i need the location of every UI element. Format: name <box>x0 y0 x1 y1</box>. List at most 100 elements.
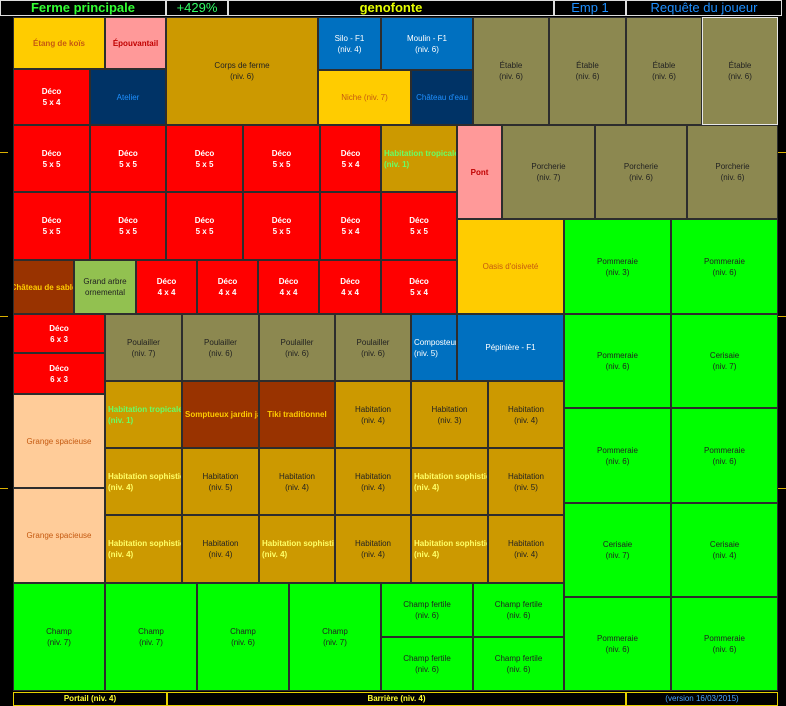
tile-deco[interactable]: Déco 4 x 4 <box>197 260 258 314</box>
tile-spacious-barn[interactable]: Grange spacieuse <box>13 488 105 583</box>
tile-sublabel: (niv. 4) <box>108 550 134 559</box>
edge-tick <box>0 488 8 489</box>
tile-composter[interactable]: Composteur (niv. 5) <box>411 314 457 381</box>
tile-field[interactable]: Champ (niv. 7) <box>289 583 381 691</box>
tile-doghouse[interactable]: Niche (niv. 7) <box>318 70 411 125</box>
tile-apple-orchard[interactable]: Pommeraie (niv. 6) <box>671 408 778 503</box>
tile-deco[interactable]: Déco 5 x 5 <box>381 192 457 260</box>
tile-field[interactable]: Champ (niv. 7) <box>13 583 105 691</box>
tile-label: Déco <box>409 216 429 225</box>
tile-sophisticated-house[interactable]: Habitation sophistiquée(niv. 4) <box>259 515 335 583</box>
tile-deco[interactable]: Déco 5 x 5 <box>90 125 166 192</box>
tile-sublabel: ornemental <box>84 288 126 297</box>
tile-fertile-field[interactable]: Champ fertile (niv. 6) <box>381 583 473 637</box>
tile-fertile-field[interactable]: Champ fertile (niv. 6) <box>473 637 564 691</box>
tile-deco[interactable]: Déco 5 x 5 <box>243 125 320 192</box>
tile-fertile-field[interactable]: Champ fertile (niv. 6) <box>381 637 473 691</box>
tile-pigsty[interactable]: Porcherie (niv. 7) <box>502 125 595 219</box>
tile-deco[interactable]: Déco 4 x 4 <box>136 260 197 314</box>
tile-deco[interactable]: Déco 5 x 4 <box>381 260 457 314</box>
tile-cherry-orchard[interactable]: Cerisaie (niv. 4) <box>671 503 778 597</box>
tile-deco[interactable]: Déco 6 x 3 <box>13 353 105 394</box>
tile-house[interactable]: Habitation (niv. 4) <box>335 515 411 583</box>
tile-label: Habitation tropicale <box>108 404 182 414</box>
tile-label: Champ fertile <box>403 600 451 609</box>
tile-nursery[interactable]: Pépinière - F1 <box>457 314 564 381</box>
tile-stable-selected[interactable]: Étable (niv. 6) <box>702 17 778 125</box>
tile-deco[interactable]: Déco 5 x 4 <box>320 192 381 260</box>
tile-deco[interactable]: Déco 5 x 5 <box>166 125 243 192</box>
tile-label: Déco <box>49 363 69 373</box>
tile-sandcastle[interactable]: Château de sable <box>13 260 74 314</box>
tile-field[interactable]: Champ (niv. 6) <box>197 583 289 691</box>
tile-henhouse[interactable]: Poulailler (niv. 6) <box>259 314 335 381</box>
tile-sublabel: (niv. 6) <box>712 645 737 654</box>
tile-sophisticated-house[interactable]: Habitation sophistiquée(niv. 4) <box>411 448 488 515</box>
tile-sophisticated-house[interactable]: Habitation sophistiquée(niv. 4) <box>105 448 182 515</box>
tile-cherry-orchard[interactable]: Cerisaie (niv. 7) <box>671 314 778 408</box>
tile-henhouse[interactable]: Poulailler (niv. 6) <box>182 314 259 381</box>
tile-sublabel: (niv. 3) <box>437 415 462 425</box>
tile-deco[interactable]: Déco 6 x 3 <box>13 314 105 353</box>
tile-ornamental-tree[interactable]: Grand arbre ornemental <box>74 260 136 314</box>
tile-stable[interactable]: Étable (niv. 6) <box>549 17 626 125</box>
tile-mill[interactable]: Moulin - F1 (niv. 6) <box>381 17 473 70</box>
tile-cherry-orchard[interactable]: Cerisaie (niv. 7) <box>564 503 671 597</box>
tile-house[interactable]: Habitation (niv. 5) <box>488 448 564 515</box>
tile-bridge[interactable]: Pont <box>457 125 502 219</box>
tile-deco[interactable]: Déco 5 x 5 <box>13 192 90 260</box>
tile-deco[interactable]: Déco 5 x 5 <box>13 125 90 192</box>
tile-label: Poulailler <box>204 337 237 347</box>
tile-house[interactable]: Habitation (niv. 4) <box>488 381 564 448</box>
tile-house[interactable]: Habitation (niv. 4) <box>335 448 411 515</box>
tile-scarecrow[interactable]: Épouvantail <box>105 17 166 69</box>
tile-stable[interactable]: Étable (niv. 6) <box>626 17 702 125</box>
tile-tropical-house[interactable]: Habitation tropicale (niv. 1) <box>381 125 457 192</box>
tile-farmhouse[interactable]: Corps de ferme (niv. 6) <box>166 17 318 125</box>
tile-apple-orchard[interactable]: Pommeraie (niv. 6) <box>564 314 671 408</box>
tile-label: Niche (niv. 7) <box>341 93 388 102</box>
tile-spacious-barn[interactable]: Grange spacieuse <box>13 394 105 488</box>
tile-idle-oasis[interactable]: Oasis d'oisiveté <box>457 219 564 314</box>
tile-pigsty[interactable]: Porcherie (niv. 6) <box>595 125 687 219</box>
tile-house[interactable]: Habitation (niv. 5) <box>182 448 259 515</box>
tile-workshop[interactable]: Atelier <box>90 69 166 125</box>
tile-sublabel: (niv. 4) <box>285 482 309 492</box>
tile-silo[interactable]: Silo - F1 (niv. 4) <box>318 17 381 70</box>
tile-sublabel: (niv. 4) <box>361 415 385 425</box>
tile-house[interactable]: Habitation (niv. 4) <box>488 515 564 583</box>
tile-house[interactable]: Habitation (niv. 4) <box>259 448 335 515</box>
tile-sublabel: 4 x 4 <box>279 288 298 297</box>
tile-stable[interactable]: Étable (niv. 6) <box>473 17 549 125</box>
tile-henhouse[interactable]: Poulailler (niv. 6) <box>335 314 411 381</box>
tile-deco[interactable]: Déco 5 x 5 <box>166 192 243 260</box>
tile-house[interactable]: Habitation (niv. 4) <box>335 381 411 448</box>
tile-koi-pond[interactable]: Étang de koïs <box>13 17 105 69</box>
tile-water-tower[interactable]: Château d'eau <box>411 70 473 125</box>
tile-sophisticated-house[interactable]: Habitation sophistiquée(niv. 4) <box>411 515 488 583</box>
tile-deco[interactable]: Déco 4 x 4 <box>319 260 381 314</box>
tile-tropical-house[interactable]: Habitation tropicale (niv. 1) <box>105 381 182 448</box>
tile-deco[interactable]: Déco 5 x 4 <box>320 125 381 192</box>
tile-field[interactable]: Champ (niv. 7) <box>105 583 197 691</box>
tile-japanese-garden[interactable]: Somptueux jardin japonais <box>182 381 259 448</box>
tile-deco[interactable]: Déco 4 x 4 <box>258 260 319 314</box>
tile-sublabel: (niv. 6) <box>506 611 531 620</box>
tile-tiki[interactable]: Tiki traditionnel <box>259 381 335 448</box>
tile-apple-orchard[interactable]: Pommeraie (niv. 3) <box>564 219 671 314</box>
tile-apple-orchard[interactable]: Pommeraie (niv. 6) <box>671 597 778 691</box>
tile-deco[interactable]: Déco 5 x 5 <box>90 192 166 260</box>
tile-henhouse[interactable]: Poulailler (niv. 7) <box>105 314 182 381</box>
tile-sublabel: 5 x 5 <box>272 227 291 236</box>
tile-fertile-field[interactable]: Champ fertile (niv. 6) <box>473 583 564 637</box>
tile-deco[interactable]: Déco 5 x 5 <box>243 192 320 260</box>
tile-apple-orchard[interactable]: Pommeraie (niv. 6) <box>564 597 671 691</box>
tile-sophisticated-house[interactable]: Habitation sophistiquée(niv. 4) <box>105 515 182 583</box>
tile-deco[interactable]: Déco 5 x 4 <box>13 69 90 125</box>
tile-house[interactable]: Habitation (niv. 4) <box>182 515 259 583</box>
tile-label: Pommeraie <box>597 634 638 643</box>
tile-apple-orchard[interactable]: Pommeraie (niv. 6) <box>564 408 671 503</box>
tile-apple-orchard[interactable]: Pommeraie (niv. 6) <box>671 219 778 314</box>
tile-pigsty[interactable]: Porcherie (niv. 6) <box>687 125 778 219</box>
tile-house[interactable]: Habitation (niv. 3) <box>411 381 488 448</box>
